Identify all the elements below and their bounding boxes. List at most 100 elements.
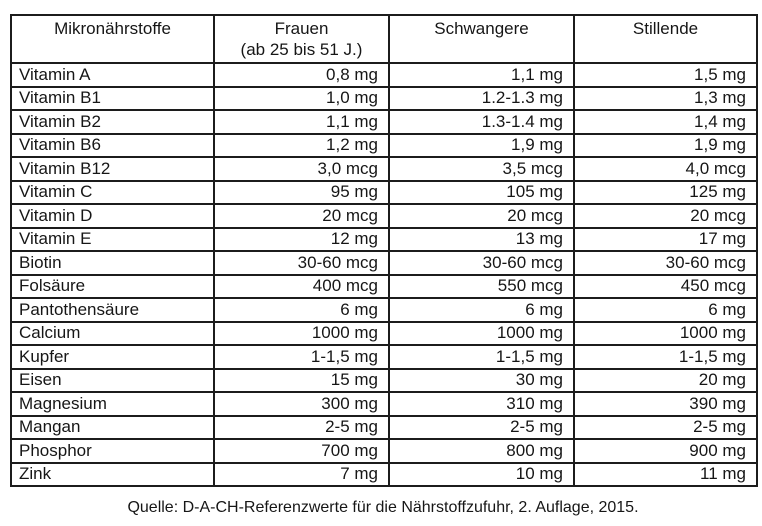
table-row: Magnesium 300 mg 310 mg 390 mg xyxy=(10,391,758,417)
stillende-value-cell: 1,4 mg xyxy=(573,109,758,135)
frauen-value-cell: 700 mg xyxy=(213,438,390,464)
stillende-value-cell: 1,3 mg xyxy=(573,85,758,111)
frauen-value-cell: 20 mcg xyxy=(213,203,390,229)
stillende-value-cell: 900 mg xyxy=(573,438,758,464)
stillende-value-cell: 1,9 mg xyxy=(573,132,758,158)
nutrient-name-cell: Vitamin C xyxy=(10,179,215,205)
stillende-value-cell: 450 mcg xyxy=(573,273,758,299)
schwangere-value-cell: 20 mcg xyxy=(388,203,575,229)
table-row: Vitamin B12 3,0 mcg 3,5 mcg 4,0 mcg xyxy=(10,156,758,182)
frauen-value-cell: 1-1,5 mg xyxy=(213,344,390,370)
nutrient-name-cell: Vitamin B2 xyxy=(10,109,215,135)
table-row: Phosphor 700 mg 800 mg 900 mg xyxy=(10,438,758,464)
nutrient-name-cell: Mangan xyxy=(10,414,215,440)
nutrient-reference-table: Mikronährstoffe Frauen (ab 25 bis 51 J.)… xyxy=(10,14,758,487)
frauen-value-cell: 1000 mg xyxy=(213,320,390,346)
frauen-value-cell: 0,8 mg xyxy=(213,62,390,88)
nutrient-name-cell: Magnesium xyxy=(10,391,215,417)
table-row: Mangan 2-5 mg 2-5 mg 2-5 mg xyxy=(10,414,758,440)
nutrient-name-cell: Pantothensäure xyxy=(10,297,215,323)
table-row: Calcium 1000 mg 1000 mg 1000 mg xyxy=(10,320,758,346)
nutrient-name-cell: Phosphor xyxy=(10,438,215,464)
frauen-value-cell: 6 mg xyxy=(213,297,390,323)
table-row: Biotin 30-60 mcg 30-60 mcg 30-60 mcg xyxy=(10,250,758,276)
schwangere-value-cell: 800 mg xyxy=(388,438,575,464)
nutrient-name-cell: Eisen xyxy=(10,367,215,393)
stillende-value-cell: 20 mcg xyxy=(573,203,758,229)
col-header-frauen-line2: (ab 25 bis 51 J.) xyxy=(240,40,363,59)
table-row: Vitamin E 12 mg 13 mg 17 mg xyxy=(10,226,758,252)
schwangere-value-cell: 6 mg xyxy=(388,297,575,323)
table-row: Vitamin D 20 mcg 20 mcg 20 mcg xyxy=(10,203,758,229)
table-row: Eisen 15 mg 30 mg 20 mg xyxy=(10,367,758,393)
frauen-value-cell: 95 mg xyxy=(213,179,390,205)
schwangere-value-cell: 1000 mg xyxy=(388,320,575,346)
stillende-value-cell: 1000 mg xyxy=(573,320,758,346)
table-row: Vitamin B2 1,1 mg 1.3-1.4 mg 1,4 mg xyxy=(10,109,758,135)
frauen-value-cell: 1,2 mg xyxy=(213,132,390,158)
col-header-mikronaehrstoffe: Mikronährstoffe xyxy=(10,14,215,64)
stillende-value-cell: 20 mg xyxy=(573,367,758,393)
schwangere-value-cell: 2-5 mg xyxy=(388,414,575,440)
nutrient-name-cell: Vitamin B6 xyxy=(10,132,215,158)
stillende-value-cell: 125 mg xyxy=(573,179,758,205)
col-header-frauen-line1: Frauen xyxy=(274,19,329,38)
nutrient-name-cell: Calcium xyxy=(10,320,215,346)
stillende-value-cell: 11 mg xyxy=(573,461,758,487)
table-row: Zink 7 mg 10 mg 11 mg xyxy=(10,461,758,487)
table-row: Kupfer 1-1,5 mg 1-1,5 mg 1-1,5 mg xyxy=(10,344,758,370)
frauen-value-cell: 3,0 mcg xyxy=(213,156,390,182)
frauen-value-cell: 1,1 mg xyxy=(213,109,390,135)
schwangere-value-cell: 30-60 mcg xyxy=(388,250,575,276)
schwangere-value-cell: 310 mg xyxy=(388,391,575,417)
nutrient-name-cell: Vitamin E xyxy=(10,226,215,252)
source-caption: Quelle: D-A-CH-Referenzwerte für die Näh… xyxy=(127,499,639,516)
header-row: Mikronährstoffe Frauen (ab 25 bis 51 J.)… xyxy=(10,14,758,64)
frauen-value-cell: 7 mg xyxy=(213,461,390,487)
table-row: Vitamin A 0,8 mg 1,1 mg 1,5 mg xyxy=(10,62,758,88)
nutrient-name-cell: Biotin xyxy=(10,250,215,276)
stillende-value-cell: 30-60 mcg xyxy=(573,250,758,276)
stillende-value-cell: 6 mg xyxy=(573,297,758,323)
frauen-value-cell: 12 mg xyxy=(213,226,390,252)
frauen-value-cell: 1,0 mg xyxy=(213,85,390,111)
schwangere-value-cell: 10 mg xyxy=(388,461,575,487)
stillende-value-cell: 4,0 mcg xyxy=(573,156,758,182)
schwangere-value-cell: 1.2-1.3 mg xyxy=(388,85,575,111)
schwangere-value-cell: 105 mg xyxy=(388,179,575,205)
table-row: Vitamin B1 1,0 mg 1.2-1.3 mg 1,3 mg xyxy=(10,85,758,111)
schwangere-value-cell: 1,9 mg xyxy=(388,132,575,158)
frauen-value-cell: 2-5 mg xyxy=(213,414,390,440)
schwangere-value-cell: 1,1 mg xyxy=(388,62,575,88)
schwangere-value-cell: 13 mg xyxy=(388,226,575,252)
nutrient-name-cell: Folsäure xyxy=(10,273,215,299)
frauen-value-cell: 30-60 mcg xyxy=(213,250,390,276)
frauen-value-cell: 15 mg xyxy=(213,367,390,393)
col-header-schwangere: Schwangere xyxy=(388,14,575,64)
stillende-value-cell: 390 mg xyxy=(573,391,758,417)
nutrient-name-cell: Kupfer xyxy=(10,344,215,370)
nutrient-name-cell: Vitamin D xyxy=(10,203,215,229)
nutrient-name-cell: Zink xyxy=(10,461,215,487)
schwangere-value-cell: 1.3-1.4 mg xyxy=(388,109,575,135)
schwangere-value-cell: 1-1,5 mg xyxy=(388,344,575,370)
stillende-value-cell: 2-5 mg xyxy=(573,414,758,440)
col-header-stillende: Stillende xyxy=(573,14,758,64)
stillende-value-cell: 1,5 mg xyxy=(573,62,758,88)
frauen-value-cell: 400 mcg xyxy=(213,273,390,299)
table-row: Folsäure 400 mcg 550 mcg 450 mcg xyxy=(10,273,758,299)
table-row: Vitamin C 95 mg 105 mg 125 mg xyxy=(10,179,758,205)
schwangere-value-cell: 30 mg xyxy=(388,367,575,393)
nutrient-name-cell: Vitamin A xyxy=(10,62,215,88)
stillende-value-cell: 1-1,5 mg xyxy=(573,344,758,370)
col-header-frauen: Frauen (ab 25 bis 51 J.) xyxy=(213,14,390,64)
frauen-value-cell: 300 mg xyxy=(213,391,390,417)
schwangere-value-cell: 550 mcg xyxy=(388,273,575,299)
table-row: Vitamin B6 1,2 mg 1,9 mg 1,9 mg xyxy=(10,132,758,158)
table-row: Pantothensäure 6 mg 6 mg 6 mg xyxy=(10,297,758,323)
nutrient-name-cell: Vitamin B1 xyxy=(10,85,215,111)
schwangere-value-cell: 3,5 mcg xyxy=(388,156,575,182)
stillende-value-cell: 17 mg xyxy=(573,226,758,252)
nutrient-name-cell: Vitamin B12 xyxy=(10,156,215,182)
